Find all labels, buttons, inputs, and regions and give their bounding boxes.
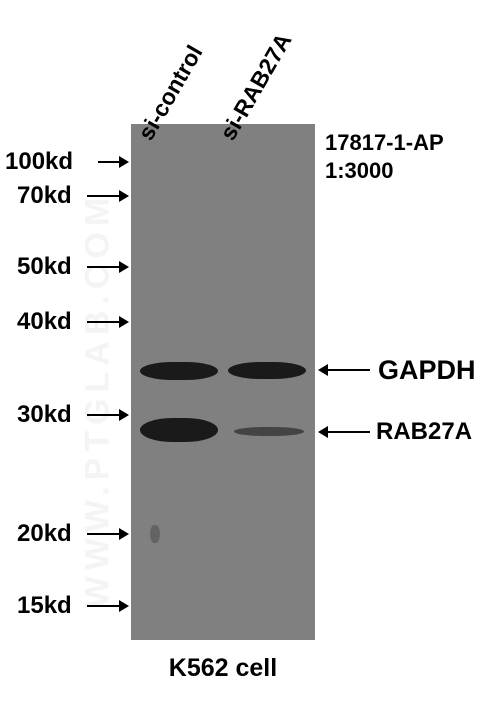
arrow-right-icon bbox=[87, 524, 129, 544]
band bbox=[228, 362, 306, 379]
band bbox=[140, 418, 218, 442]
blot-membrane bbox=[131, 124, 315, 640]
mw-label: 15kd bbox=[17, 592, 72, 620]
arrow-right-icon bbox=[98, 152, 129, 172]
arrow-right-icon bbox=[87, 257, 129, 277]
arrow-left-icon bbox=[318, 422, 370, 442]
arrow-left-icon bbox=[318, 360, 370, 380]
mw-label: 70kd bbox=[17, 182, 72, 210]
mw-label: 30kd bbox=[17, 401, 72, 429]
arrow-right-icon bbox=[87, 405, 129, 425]
watermark: WWW.PTGLAB.COM bbox=[79, 192, 118, 608]
band bbox=[140, 362, 218, 380]
arrow-right-icon bbox=[87, 596, 129, 616]
mw-label: 20kd bbox=[17, 520, 72, 548]
target-label: RAB27A bbox=[376, 418, 472, 446]
band bbox=[234, 427, 304, 436]
arrow-right-icon bbox=[87, 186, 129, 206]
info-text: 1:3000 bbox=[325, 158, 394, 184]
target-label: GAPDH bbox=[378, 355, 476, 386]
mw-label: 50kd bbox=[17, 253, 72, 281]
mw-label: 100kd bbox=[5, 148, 73, 176]
arrow-right-icon bbox=[87, 312, 129, 332]
bottom-label: K562 cell bbox=[131, 654, 315, 683]
blot-figure: WWW.PTGLAB.COM si-controlsi-RAB27A 100kd… bbox=[0, 0, 500, 716]
mw-label: 40kd bbox=[17, 308, 72, 336]
info-text: 17817-1-AP bbox=[325, 130, 444, 156]
band bbox=[150, 525, 160, 543]
